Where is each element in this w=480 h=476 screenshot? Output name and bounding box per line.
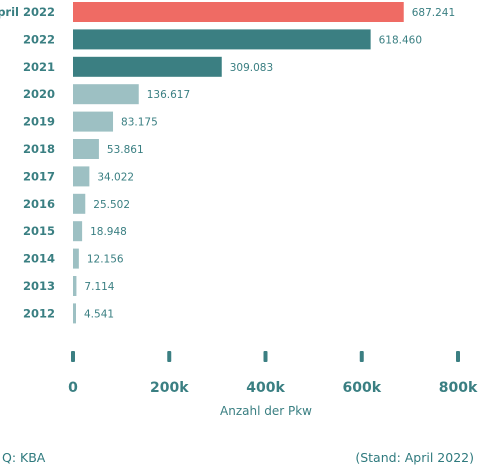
value-label: 53.861 [107, 144, 144, 156]
value-label: 18.948 [90, 226, 127, 238]
category-label: 2018 [23, 142, 55, 156]
value-label: 4.541 [84, 308, 114, 320]
x-tick-label: 200k [150, 380, 189, 396]
x-tick-mark [71, 351, 75, 362]
x-axis-tick-labels: 0 200k 400k 600k 800k [68, 380, 478, 396]
value-label: 34.022 [97, 171, 134, 183]
category-label: 2017 [23, 169, 55, 183]
category-label: 2014 [23, 252, 55, 266]
x-axis-ticks [71, 351, 460, 362]
bar-april-2022 [73, 2, 404, 22]
x-tick-label: 0 [68, 380, 78, 396]
value-label: 7.114 [84, 281, 114, 293]
x-tick-mark [456, 351, 460, 362]
bar-2018 [73, 139, 99, 159]
value-label: 12.156 [87, 254, 124, 266]
category-label: 2012 [23, 306, 55, 320]
value-label: 136.617 [147, 89, 190, 101]
bar-2015 [73, 221, 83, 242]
bar-2012 [73, 303, 76, 324]
x-tick-mark [167, 351, 172, 362]
x-tick-mark [359, 351, 364, 362]
x-tick-mark [263, 351, 268, 362]
category-label: 2019 [23, 115, 55, 129]
category-label: 2013 [23, 279, 55, 293]
value-label: 687.241 [412, 7, 455, 19]
value-label: 25.502 [93, 199, 130, 211]
category-labels: April 2022 2022 2021 2020 2019 2018 2017 2016 20… [0, 5, 55, 320]
x-tick-label: 800k [439, 380, 478, 396]
bar-2020 [73, 84, 139, 105]
bar-2019 [73, 111, 114, 132]
bar-2014 [73, 248, 79, 269]
bars-group [73, 2, 404, 324]
x-axis-title: Anzahl der Pkw [220, 404, 312, 418]
category-label: 2016 [23, 197, 55, 211]
value-labels: 687.241 618.460 309.083 136.617 83.175 53.861… [84, 7, 455, 320]
bar-2017 [73, 166, 90, 187]
category-label: 2020 [23, 87, 55, 101]
stand-note: (Stand: April 2022) [355, 450, 474, 465]
value-label: 309.083 [230, 62, 273, 74]
x-tick-label: 400k [246, 380, 285, 396]
bar-2021 [73, 56, 222, 77]
bar-2016 [73, 193, 86, 214]
category-label: April 2022 [0, 5, 55, 19]
value-label: 618.460 [379, 34, 422, 46]
category-label: 2015 [23, 224, 55, 238]
x-tick-label: 600k [342, 380, 381, 396]
bar-2022 [73, 29, 371, 50]
category-label: 2022 [23, 32, 55, 46]
category-label: 2021 [23, 60, 55, 74]
bar-2013 [73, 276, 77, 296]
value-label: 83.175 [121, 117, 158, 129]
source-note: Q: KBA [2, 450, 46, 465]
